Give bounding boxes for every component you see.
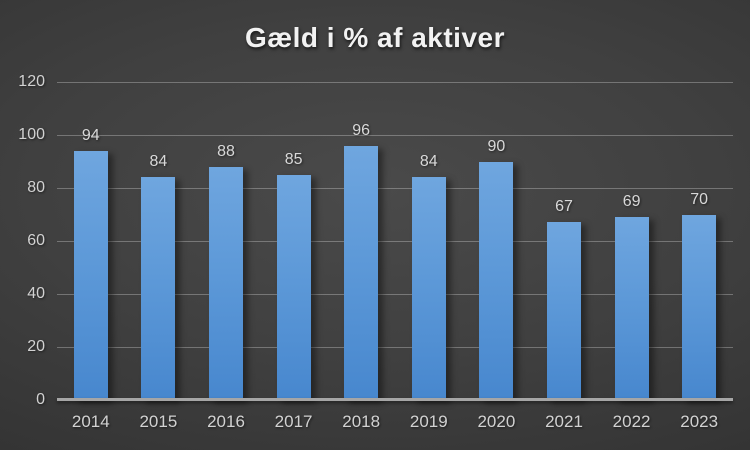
gridline — [57, 347, 733, 348]
data-label: 85 — [284, 150, 303, 168]
plot-area: 94 84 88 85 96 84 90 67 69 70 — [57, 82, 733, 401]
y-tick-label: 40 — [27, 285, 45, 302]
gridline — [57, 82, 733, 83]
data-label: 90 — [487, 137, 506, 155]
data-label: 96 — [352, 121, 371, 139]
bar-2015[interactable] — [141, 177, 176, 400]
y-axis: 0 20 40 60 80 100 120 — [0, 73, 57, 408]
x-tick-label: 2018 — [342, 412, 381, 431]
data-label: 67 — [555, 198, 573, 216]
x-tick-label: 2021 — [545, 412, 583, 431]
bar-2014[interactable] — [73, 150, 108, 400]
bar-2016[interactable] — [209, 166, 243, 400]
x-axis: 2014 2015 2016 2017 2018 2019 2020 2021 2022 2023 — [57, 412, 733, 438]
y-tick-label: 100 — [18, 126, 45, 143]
x-tick-label: 2016 — [207, 412, 245, 431]
gridline — [57, 241, 733, 242]
gridline — [57, 188, 733, 189]
gridline — [57, 294, 733, 295]
bar-2017[interactable] — [276, 174, 311, 400]
x-tick-label: 2015 — [139, 412, 178, 431]
x-tick-label: 2023 — [680, 412, 719, 431]
bar-2022[interactable] — [614, 217, 649, 400]
chart-title: Gæld i % af aktiver — [244, 22, 506, 53]
data-label: 69 — [622, 193, 641, 211]
bar-2019[interactable] — [411, 177, 446, 400]
data-label: 70 — [690, 190, 709, 208]
data-label: 84 — [419, 153, 438, 171]
y-tick-label: 120 — [18, 73, 45, 90]
x-axis-line — [57, 398, 733, 401]
data-label: 84 — [149, 153, 168, 171]
bar-2023[interactable] — [682, 214, 717, 400]
y-tick-label: 60 — [27, 232, 45, 249]
x-tick-label: 2017 — [274, 412, 313, 431]
x-tick-label: 2014 — [71, 412, 110, 431]
x-tick-label: 2022 — [612, 412, 651, 431]
x-tick-label: 2020 — [477, 412, 516, 431]
data-label: 88 — [217, 142, 235, 160]
bar-2021[interactable] — [547, 222, 581, 400]
bar-2018[interactable] — [344, 145, 379, 400]
gridline — [57, 135, 733, 136]
bar-2020[interactable] — [479, 161, 514, 400]
y-tick-label: 0 — [36, 391, 45, 408]
x-tick-label: 2019 — [409, 412, 448, 431]
y-tick-label: 80 — [27, 179, 45, 196]
y-tick-label: 20 — [27, 338, 45, 355]
data-label: 94 — [81, 126, 100, 144]
